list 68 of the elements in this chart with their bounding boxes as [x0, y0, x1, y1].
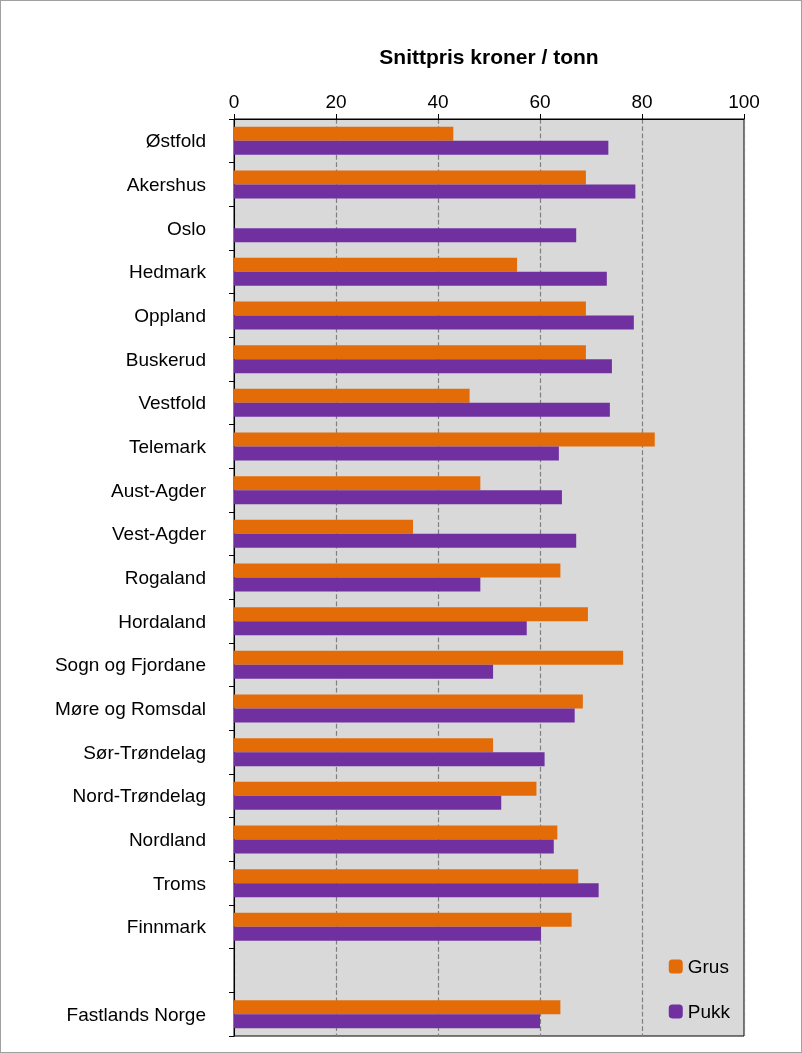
y-tick-label: Møre og Romsdal	[55, 698, 206, 719]
y-tick-label: Nordland	[128, 829, 206, 850]
bar	[234, 607, 588, 622]
y-tick-label: Buskerud	[125, 348, 206, 370]
y-tick-label: Telemark	[128, 436, 207, 457]
bar	[234, 621, 527, 636]
bar	[234, 359, 612, 374]
bar	[234, 301, 586, 316]
y-tick-label: Fastlands Norge	[66, 1003, 206, 1025]
bar	[234, 926, 542, 941]
y-tick-label: Sør-Trøndelag	[83, 741, 206, 763]
bar	[234, 839, 554, 854]
bar	[234, 825, 558, 840]
y-tick-label: Rogaland	[124, 567, 206, 588]
x-tick-label: 60	[529, 91, 551, 112]
bar	[234, 781, 537, 796]
bar	[234, 228, 577, 243]
bar	[234, 315, 634, 330]
y-tick-label: Akershus	[126, 174, 206, 195]
y-tick-label: Østfold	[145, 130, 206, 152]
y-tick-label: Oppland	[134, 305, 206, 326]
legend-label: Pukk	[687, 1001, 731, 1022]
bar	[234, 345, 586, 360]
y-tick-label: Finnmark	[126, 916, 207, 938]
bar	[234, 869, 579, 884]
bar	[234, 388, 470, 403]
bar	[234, 752, 545, 767]
bar	[234, 1000, 561, 1015]
bar	[234, 140, 609, 155]
bar	[234, 664, 494, 679]
y-tick-label: Hordaland	[118, 610, 206, 632]
bar	[234, 490, 562, 505]
bar	[234, 271, 607, 286]
bar	[234, 519, 414, 534]
x-axis-title: Snittpris kroner / tonn	[379, 45, 599, 68]
bar	[234, 738, 494, 753]
x-tick-label: 100	[728, 91, 760, 112]
bar	[234, 257, 518, 272]
y-tick-label: Troms	[152, 872, 206, 894]
bar	[234, 912, 572, 927]
x-tick-label: 40	[427, 91, 449, 112]
bar	[234, 533, 577, 548]
bar	[234, 1014, 540, 1029]
bar	[234, 694, 583, 709]
bar	[234, 476, 481, 491]
y-tick-label: Sogn og Fjordane	[54, 654, 206, 676]
y-tick-label: Nord-Trøndelag	[72, 785, 206, 807]
bar	[234, 126, 454, 141]
bar	[234, 432, 655, 447]
x-tick-label: 80	[631, 91, 653, 112]
bar	[234, 577, 481, 592]
y-tick-label: Vest-Agder	[112, 523, 207, 545]
bar	[234, 708, 575, 723]
bar	[234, 650, 624, 665]
x-tick-label: 20	[325, 91, 347, 112]
y-tick-label: Oslo	[166, 217, 206, 239]
bar	[234, 402, 610, 417]
bar	[234, 170, 586, 185]
y-tick-label: Hedmark	[128, 261, 207, 283]
bar	[234, 446, 559, 461]
bar	[234, 883, 599, 898]
bar	[234, 795, 502, 810]
y-tick-label: Aust-Agder	[110, 479, 207, 501]
legend-label: Grus	[687, 956, 729, 977]
bar	[234, 184, 636, 199]
bar	[234, 563, 561, 578]
y-tick-label: Vestfold	[138, 392, 206, 414]
x-tick-label: 0	[228, 91, 240, 112]
